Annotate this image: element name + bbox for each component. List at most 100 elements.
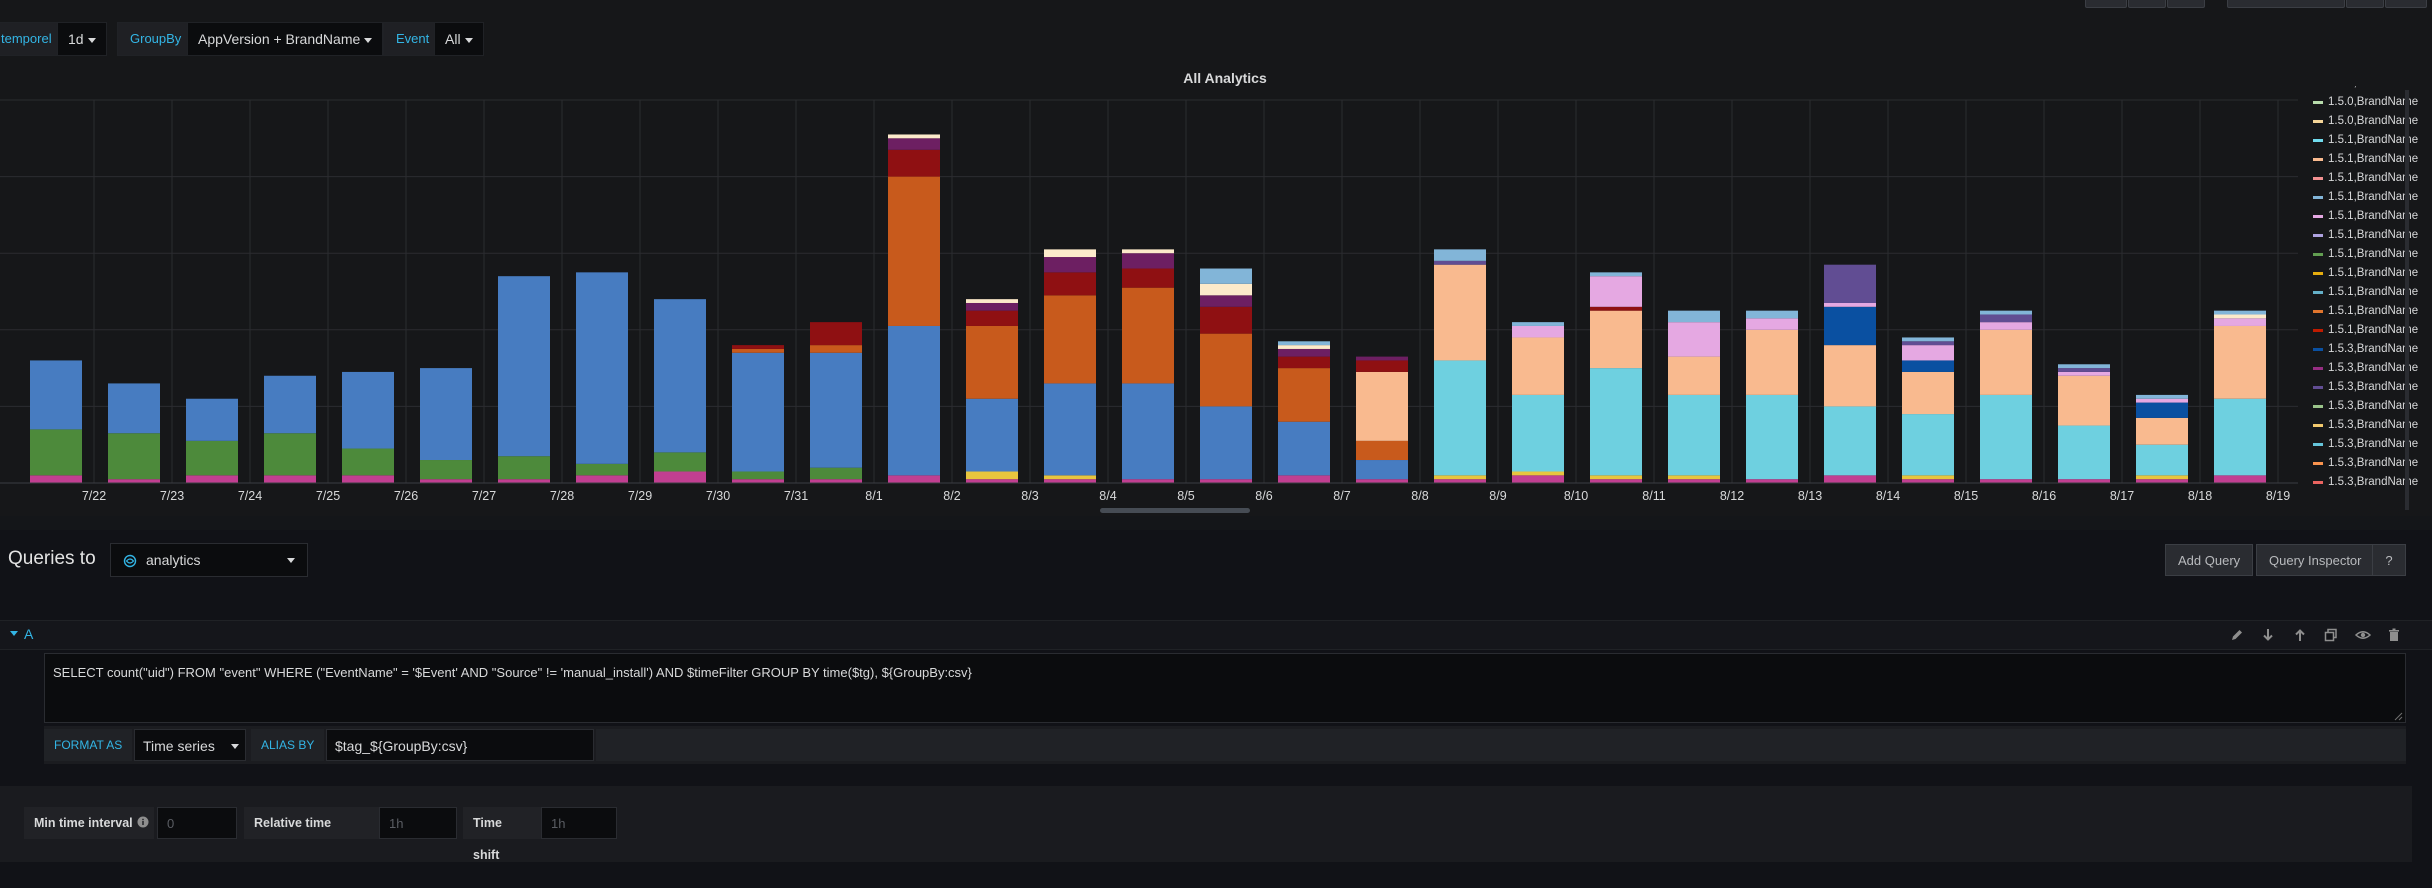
bar-segment — [1122, 268, 1174, 288]
alias-by-input[interactable]: $tag_${GroupBy:csv} — [326, 729, 594, 761]
toolbar-button-stub[interactable] — [2167, 0, 2205, 8]
query-row-header[interactable] — [0, 620, 2432, 650]
legend-item[interactable]: 1.5.1,BrandName — [2312, 264, 2432, 283]
query-ref-id[interactable]: A — [24, 626, 34, 642]
bar-segment — [810, 467, 862, 480]
query-inspector-button[interactable]: Query Inspector — [2256, 544, 2375, 576]
toolbar-button-stub[interactable] — [2385, 0, 2427, 8]
min-time-interval-label: Min time interval — [24, 807, 154, 839]
legend-item[interactable]: 1.5.1,BrandName — [2312, 169, 2432, 188]
bar-segment — [1356, 479, 1408, 483]
legend-item[interactable]: 1.5.1,BrandName — [2312, 188, 2432, 207]
bar-segment — [498, 456, 550, 480]
help-button[interactable]: ? — [2372, 544, 2406, 576]
legend-item[interactable]: 1.5.0,BrandName — [2312, 112, 2432, 131]
legend-item[interactable]: 1.5.3,BrandName — [2312, 454, 2432, 473]
query-text-input[interactable]: SELECT count("uid") FROM "event" WHERE (… — [44, 653, 2406, 723]
temporel-variable-select[interactable]: 1d — [57, 22, 107, 56]
bar-segment — [1668, 356, 1720, 395]
bar-segment — [654, 299, 706, 453]
legend-label: 1.5.1,BrandName — [2328, 191, 2419, 203]
x-tick-label: 8/4 — [1099, 489, 1116, 503]
toolbar-button-stub[interactable] — [2346, 0, 2384, 8]
bar-segment — [1746, 479, 1798, 483]
legend-item[interactable]: 1.5.3,BrandName — [2312, 359, 2432, 378]
bar-segment — [1200, 283, 1252, 296]
legend-item[interactable]: 1.5.0,BrandName — [2312, 93, 2432, 112]
move-up-icon[interactable] — [2292, 627, 2308, 643]
legend-item[interactable]: 1.4.0,BrandName — [2312, 86, 2432, 93]
bar-segment — [1902, 475, 1954, 480]
bar-segment — [1356, 460, 1408, 480]
trash-icon[interactable] — [2386, 627, 2402, 643]
chevron-down-icon — [287, 558, 295, 563]
add-query-button[interactable]: Add Query — [2165, 544, 2254, 576]
min-time-interval-input[interactable]: 0 — [157, 807, 237, 839]
legend-item[interactable]: 1.5.3,BrandName — [2312, 416, 2432, 435]
relative-time-input[interactable]: 1h — [379, 807, 457, 839]
time-picker-stub[interactable] — [2227, 0, 2345, 8]
legend-label: 1.5.0,BrandName — [2328, 96, 2419, 108]
bar-segment — [888, 138, 940, 150]
bar-segment — [1668, 394, 1720, 476]
panel-title[interactable]: All Analytics — [1183, 70, 1267, 86]
legend-label: 1.5.1,BrandName — [2328, 134, 2419, 146]
toolbar-button-stub[interactable] — [2128, 0, 2166, 8]
move-down-icon[interactable] — [2260, 627, 2276, 643]
legend-label: 1.5.1,BrandName — [2328, 229, 2419, 241]
legend-item[interactable]: 1.5.3,BrandName — [2312, 435, 2432, 454]
x-tick-label: 8/5 — [1177, 489, 1194, 503]
alias-by-label: ALIAS BY — [251, 729, 325, 761]
bar-segment — [1044, 257, 1096, 273]
legend-item[interactable]: 1.5.1,BrandName — [2312, 245, 2432, 264]
legend-label: 1.5.0,BrandName — [2328, 115, 2419, 127]
panel-resize-handle[interactable] — [1100, 508, 1250, 513]
bar-segment — [1902, 360, 1954, 372]
bar-segment — [810, 352, 862, 468]
legend-item[interactable]: 1.5.1,BrandName — [2312, 321, 2432, 340]
x-tick-label: 7/30 — [706, 489, 730, 503]
legend-item[interactable]: 1.5.3,BrandName — [2312, 340, 2432, 359]
bar-segment — [1278, 368, 1330, 422]
legend-swatch — [2313, 348, 2323, 351]
bar-segment — [1824, 306, 1876, 346]
chevron-down-icon — [364, 37, 373, 43]
legend-item[interactable]: 1.5.1,BrandName — [2312, 150, 2432, 169]
x-tick-label: 8/15 — [1954, 489, 1978, 503]
datasource-picker[interactable]: analytics — [110, 543, 308, 577]
x-tick-label: 7/25 — [316, 489, 340, 503]
copy-icon[interactable] — [2323, 627, 2339, 643]
legend-item[interactable]: 1.5.1,BrandName — [2312, 207, 2432, 226]
legend-item[interactable]: 1.5.3,BrandName — [2312, 473, 2432, 492]
bar-segment — [810, 322, 862, 346]
legend-item[interactable]: 1.5.1,BrandName — [2312, 302, 2432, 321]
bar-segment — [1512, 394, 1564, 472]
pencil-icon[interactable] — [2229, 627, 2245, 643]
chevron-down-icon — [464, 37, 473, 43]
stacked-bar-chart: 7/22 7/23 7/24 7/25 7/26 7/27 7/28 7/29 7/30 7/31… — [0, 99, 2298, 503]
eye-icon[interactable] — [2355, 627, 2371, 643]
info-icon[interactable] — [137, 816, 149, 828]
legend-item[interactable]: 1.5.1,BrandName — [2312, 131, 2432, 150]
toolbar-button-stub[interactable] — [2085, 0, 2127, 8]
bar-segment — [1668, 322, 1720, 357]
event-variable-select[interactable]: All — [434, 22, 484, 56]
legend-item[interactable]: 1.5.1,BrandName — [2312, 226, 2432, 245]
x-tick-label: 8/7 — [1333, 489, 1350, 503]
bar-segment — [498, 479, 550, 483]
collapse-caret-icon[interactable] — [10, 631, 18, 636]
time-shift-input[interactable]: 1h — [541, 807, 617, 839]
legend-item[interactable]: 1.5.3,BrandName — [2312, 397, 2432, 416]
legend-item[interactable]: 1.5.1,BrandName — [2312, 283, 2432, 302]
groupby-variable-select[interactable]: AppVersion + BrandName — [187, 22, 384, 56]
bar-segment — [1278, 356, 1330, 369]
bar-segment — [1902, 479, 1954, 483]
legend-scrollbar[interactable] — [2405, 90, 2409, 510]
bar-segment — [264, 375, 316, 434]
format-as-select[interactable]: Time series — [134, 729, 246, 761]
bar-segment — [966, 299, 1018, 303]
legend-item[interactable]: 1.5.3,BrandName — [2312, 378, 2432, 397]
bar-segment — [2136, 398, 2188, 403]
bar-segment — [1980, 394, 2032, 480]
resize-grip-icon[interactable] — [2394, 712, 2403, 721]
